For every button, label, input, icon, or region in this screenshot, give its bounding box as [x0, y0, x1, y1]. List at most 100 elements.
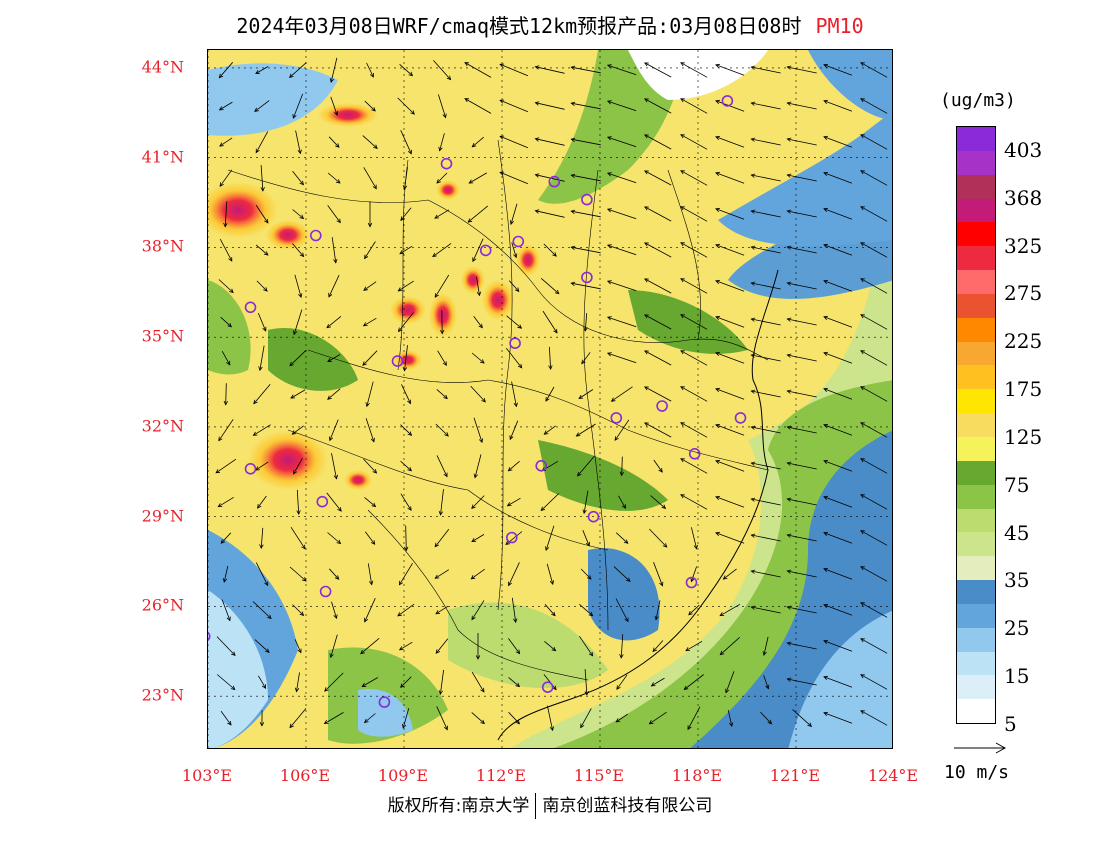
wind-arrow: [786, 353, 817, 362]
wind-arrow: [292, 243, 305, 258]
wind-arrow: [570, 209, 601, 218]
wind-arrow: [860, 206, 888, 222]
wind-arrow: [860, 422, 888, 438]
wind-arrow: [256, 280, 268, 292]
city-marker: [548, 175, 561, 188]
wind-arrow: [750, 353, 781, 362]
wind-arrow: [644, 206, 672, 222]
legend-swatch: [957, 341, 995, 366]
wind-arrow: [583, 313, 588, 332]
wind-arrow: [294, 639, 302, 654]
wind-arrow: [296, 489, 301, 515]
legend-swatch: [957, 246, 995, 271]
wind-arrow: [363, 281, 377, 291]
wind-arrow: [579, 635, 594, 657]
copyright-footer: 版权所有:南京大学 南京创蓝科技有限公司: [0, 791, 1100, 819]
wind-arrow: [823, 207, 853, 220]
wind-arrow: [255, 244, 269, 256]
wind-arrow: [786, 245, 817, 254]
legend-swatch: [957, 293, 995, 318]
wind-arrow: [786, 641, 817, 650]
wind-arrow: [397, 280, 414, 292]
wind-arrow: [327, 172, 341, 184]
legend-swatch: [957, 389, 995, 414]
wind-arrow: [217, 496, 234, 508]
wind-arrow: [329, 419, 339, 442]
latitude-label: 26°N: [141, 595, 184, 615]
wind-arrow: [680, 170, 708, 186]
wind-arrow: [260, 165, 265, 192]
wind-arrow: [786, 209, 817, 218]
wind-arrow: [329, 634, 338, 659]
legend-swatch: [957, 413, 995, 437]
wind-arrow: [680, 62, 708, 78]
wind-arrow: [860, 314, 888, 330]
wind-arrow: [331, 237, 338, 264]
wind-vectors: [215, 57, 888, 732]
wind-arrow: [223, 383, 228, 406]
wind-arrow: [715, 63, 745, 76]
legend-label: 275: [1004, 281, 1043, 306]
wind-arrow: [499, 135, 529, 149]
wind-arrow: [715, 495, 745, 508]
city-marker: [688, 447, 701, 460]
wind-arrow: [364, 241, 376, 260]
city-marker: [734, 412, 747, 424]
wind-arrow: [255, 204, 269, 224]
wind-arrow: [548, 346, 553, 370]
wind-arrow: [471, 495, 485, 510]
wind-arrow: [221, 599, 231, 622]
wind-arrow: [365, 418, 375, 443]
wind-arrow: [499, 63, 529, 77]
wind-arrow: [680, 242, 708, 258]
city-markers: [208, 95, 747, 708]
wind-arrow: [823, 135, 853, 148]
wind-arrow: [690, 566, 697, 583]
wind-arrow: [786, 389, 817, 398]
wind-arrow: [471, 352, 485, 364]
wind-arrow: [401, 384, 411, 405]
city-marker: [479, 244, 492, 257]
city-marker: [310, 229, 322, 242]
wind-arrow: [606, 316, 637, 328]
wind-arrow: [216, 674, 236, 691]
wind-arrow: [545, 386, 555, 402]
wind-arrow: [685, 640, 703, 652]
wind-arrow: [294, 274, 303, 299]
wind-arrow: [505, 347, 523, 369]
wind-arrow: [258, 345, 265, 372]
wind-arrow: [438, 94, 447, 119]
wind-arrow: [252, 424, 271, 436]
wind-arrow: [680, 134, 708, 150]
wind-arrow: [680, 458, 708, 474]
wind-arrow: [823, 639, 853, 652]
wind-arrow: [750, 137, 781, 146]
wind-arrow: [534, 101, 565, 110]
wind-arrow: [570, 137, 601, 146]
wind-arrow: [506, 315, 523, 329]
legend-swatch: [957, 603, 995, 628]
wind-arrow: [687, 706, 701, 731]
wind-arrow: [680, 494, 708, 510]
wind-arrow: [644, 62, 672, 78]
wind-arrow: [715, 423, 745, 436]
wind-arrow: [218, 101, 233, 111]
wind-arrow: [253, 384, 271, 405]
wind-arrow: [715, 531, 745, 544]
wind-arrow: [437, 350, 447, 367]
title-main: 2024年03月08日WRF/cmaq模式12km预报产品:03月08日08时: [236, 14, 802, 38]
wind-arrow: [618, 495, 626, 509]
graticule: [208, 50, 892, 748]
legend-label: 175: [1004, 377, 1043, 402]
wind-arrow: [362, 350, 378, 366]
wind-arrow: [577, 455, 595, 477]
wind-arrow: [786, 173, 817, 182]
wind-arrow: [610, 386, 633, 402]
wind-arrow: [221, 351, 231, 366]
wind-arrow: [582, 490, 589, 515]
wind-arrow: [581, 352, 591, 365]
wind-arrow: [763, 675, 770, 690]
wind-arrow: [860, 134, 888, 150]
wind-arrow: [644, 98, 672, 114]
wind-arrow: [715, 459, 745, 472]
